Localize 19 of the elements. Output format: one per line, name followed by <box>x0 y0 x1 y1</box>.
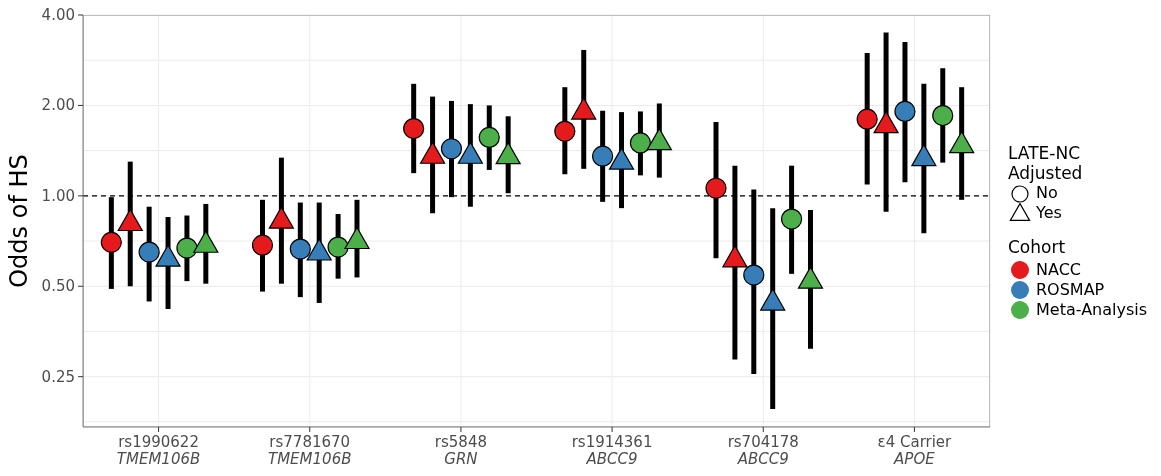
text: Yes <box>1036 203 1062 223</box>
legend-title: Cohort <box>1008 237 1067 257</box>
text: No <box>1036 183 1058 203</box>
y-tick-label: 0.25 <box>41 367 75 386</box>
x-tick-label: rs5848 GRN <box>434 433 487 468</box>
y-axis-title: Odds of HS <box>4 154 33 288</box>
y-tick-label: 4.00 <box>41 6 75 24</box>
y-tick-label: 1.00 <box>41 186 75 205</box>
legend-label: NACC <box>1036 260 1081 280</box>
y-tick-label: 0.50 <box>41 277 75 296</box>
x-tick-label: rs1990622 TMEM106B <box>116 433 201 468</box>
text: LATE-NC Adjusted <box>1008 143 1084 183</box>
y-tick-label: 2.00 <box>41 96 75 115</box>
x-tick-label: rs1914361 ABCC9 <box>571 433 653 468</box>
legend-label: Meta-Analysis <box>1036 300 1148 320</box>
x-tick-label: ε4 Carrier APOE <box>877 433 953 468</box>
x-tick-label: rs7781670 TMEM106B <box>268 433 352 468</box>
x-tick-label: rs704178 ABCC9 <box>727 433 799 468</box>
legend-label: ROSMAP <box>1036 280 1105 300</box>
